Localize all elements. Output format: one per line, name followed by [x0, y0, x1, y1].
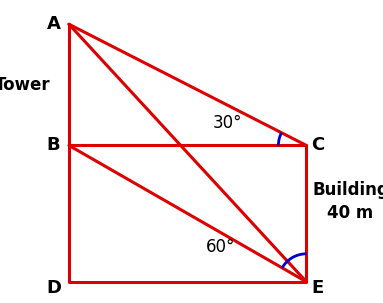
Text: B: B — [47, 136, 61, 155]
Text: Tower: Tower — [0, 76, 51, 94]
Text: C: C — [311, 136, 324, 155]
Text: A: A — [47, 15, 61, 33]
Text: 60°: 60° — [206, 238, 235, 256]
Text: Building
40 m: Building 40 m — [312, 181, 383, 222]
Text: 30°: 30° — [213, 114, 243, 132]
Text: E: E — [312, 279, 324, 297]
Text: D: D — [46, 279, 61, 297]
